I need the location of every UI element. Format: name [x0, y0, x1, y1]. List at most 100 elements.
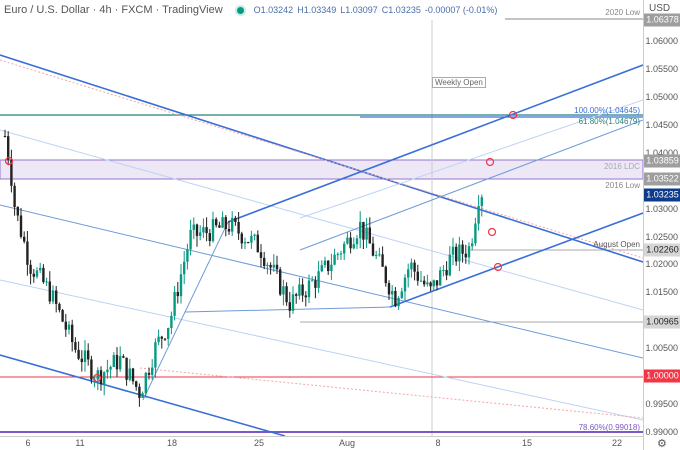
candle-body: [77, 349, 80, 359]
candle-body: [240, 233, 243, 244]
candle-body: [176, 291, 179, 297]
pitchfork-handle: [142, 221, 229, 401]
candle-body: [327, 260, 330, 272]
label-fib-100: 100.00%(1.04645): [574, 106, 640, 115]
candle-body: [279, 269, 282, 295]
candle-body: [355, 238, 359, 245]
candle-body: [141, 393, 144, 398]
chart-header: Euro / U.S. Dollar · 4h · FXCM · Trading…: [0, 0, 506, 20]
marker-circle: [4, 156, 14, 166]
price-tag: 1.00965: [644, 315, 680, 329]
candle-body: [288, 302, 291, 311]
price-chart[interactable]: [0, 0, 643, 436]
candle-body: [221, 217, 224, 228]
candle-body: [448, 254, 451, 276]
high-value: H1.03349: [297, 5, 337, 15]
candle-body: [256, 234, 259, 253]
price-tick: 1.06000: [645, 36, 678, 46]
candle-body: [362, 221, 365, 240]
label-2020-low: 2020 Low: [605, 8, 640, 17]
candle-body: [365, 227, 368, 240]
candle-body: [391, 290, 394, 295]
candle-body: [314, 280, 317, 288]
candles: [3, 129, 483, 407]
candle-body: [410, 262, 413, 270]
candle-body: [192, 224, 195, 230]
candle-body: [343, 243, 346, 254]
candle-body: [227, 228, 231, 232]
candle-body: [304, 295, 307, 298]
price-tick: 0.99500: [645, 399, 678, 410]
channel-line-light: [0, 129, 643, 311]
label-fib-618: 61.80%(1.04679): [578, 117, 640, 126]
candle-body: [195, 224, 199, 236]
candle-body: [3, 135, 7, 137]
candle-body: [208, 233, 211, 241]
candle-body: [19, 215, 23, 237]
candle-body: [173, 291, 176, 316]
candle-body: [32, 273, 35, 277]
candle-body: [253, 234, 256, 236]
candle-body: [199, 232, 202, 236]
candle-body: [51, 290, 55, 302]
ascending-channel-upper: [227, 64, 643, 223]
candle-body: [7, 136, 10, 160]
currency-selector[interactable]: USD: [649, 3, 671, 14]
candle-body: [67, 324, 71, 330]
candle-body: [35, 270, 39, 277]
candle-body: [477, 205, 480, 224]
time-tick: 11: [75, 438, 85, 448]
candle-body: [147, 372, 151, 375]
candle-body: [455, 246, 458, 262]
candle-body: [330, 264, 333, 272]
candle-body: [291, 294, 295, 311]
marker-circle: [92, 373, 102, 383]
candle-body: [346, 237, 349, 244]
candle-body: [58, 303, 61, 310]
candle-body: [384, 266, 387, 284]
ascending-channel-mid: [299, 119, 643, 251]
candle-body: [234, 217, 237, 222]
candle-body: [250, 235, 253, 243]
ohlc-readout: O1.03242 H1.03349 L1.03097 C1.03235 -0.00007…: [254, 5, 502, 15]
candle-body: [202, 227, 205, 233]
price-tick: 1.03000: [645, 203, 678, 214]
time-axis[interactable]: 6 11 18 25 Aug 8 15 22: [0, 436, 643, 450]
label-fib-786: 78.60%(0.99018): [578, 423, 640, 432]
settings-gear-icon[interactable]: ⚙: [657, 438, 667, 450]
candle-body: [381, 254, 384, 267]
candle-body: [349, 237, 352, 249]
candle-body: [74, 342, 77, 350]
candle-body: [471, 243, 474, 247]
open-value: O1.03242: [253, 5, 294, 15]
candle-body: [259, 252, 263, 258]
candle-body: [218, 225, 221, 228]
candle-body: [263, 257, 266, 267]
candle-body: [247, 242, 250, 244]
price-tick: 1.04000: [645, 147, 678, 158]
candle-body: [442, 269, 445, 271]
candle-body: [397, 297, 400, 307]
candle-body: [80, 358, 83, 362]
candle-body: [138, 386, 141, 398]
candle-body: [432, 280, 435, 287]
marker-circle: [493, 262, 503, 272]
candle-body: [26, 241, 29, 265]
candle-body: [445, 269, 448, 276]
candle-body: [387, 283, 391, 295]
candle-body: [186, 249, 189, 262]
price-axis[interactable]: USD 1.06000 1.05500 1.05000 1.04500 1.04000 1…: [643, 0, 680, 450]
candle-body: [400, 291, 403, 298]
candle-body: [167, 328, 170, 339]
time-tick: 8: [435, 438, 441, 448]
candle-body: [87, 350, 90, 360]
marker-circle: [485, 157, 495, 167]
candle-body: [71, 324, 74, 343]
channel-line-pink: [139, 367, 643, 419]
candle-body: [109, 366, 112, 370]
candle-body: [39, 267, 42, 271]
symbol-title[interactable]: Euro / U.S. Dollar · 4h · FXCM · Trading…: [4, 4, 223, 16]
candle-body: [451, 246, 455, 255]
price-tick: 1.02500: [645, 231, 678, 242]
candle-body: [435, 280, 439, 286]
